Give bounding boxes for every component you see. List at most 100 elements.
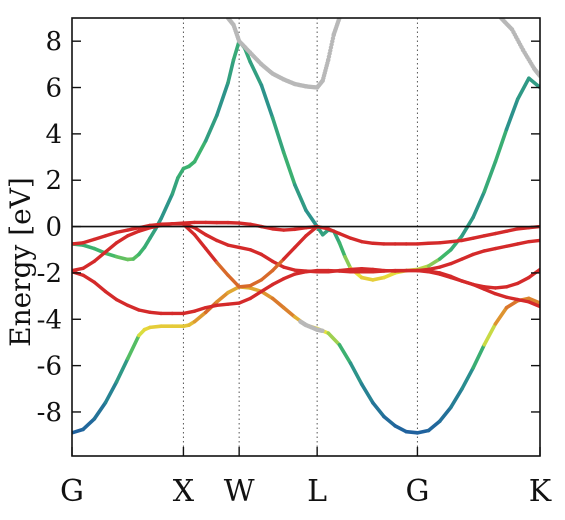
band-segment: [259, 268, 275, 282]
band-segment: [192, 310, 208, 324]
band-segment: [415, 428, 431, 435]
band-segment: [215, 81, 230, 118]
band-segment: [103, 241, 119, 254]
band-segment: [515, 76, 531, 101]
band-segment: [293, 183, 308, 213]
band-segment: [192, 305, 208, 313]
band-segment: [81, 417, 97, 432]
band-segment: [142, 236, 152, 250]
band-segment: [81, 237, 96, 245]
band-segment: [493, 127, 509, 164]
band-segment: [293, 234, 308, 250]
band-segment: [215, 238, 230, 247]
plot-frame: [71, 17, 541, 457]
band-segment: [460, 236, 475, 243]
y-axis-ticks: 8 6 4 2 0 -2 -4 -6 -8: [37, 27, 540, 428]
band-segment: [137, 308, 152, 315]
band-segment: [482, 285, 498, 290]
band-segment: [259, 289, 275, 301]
band-segment: [226, 273, 241, 289]
band-segment: [527, 238, 540, 244]
band-segment: [204, 232, 219, 243]
axes-frame: [71, 17, 541, 457]
k-point-gridlines: [182, 18, 418, 456]
band-segment: [449, 257, 464, 266]
band-segment: [527, 296, 540, 305]
band-s-band-0: [72, 285, 540, 435]
y-tick-label: -6: [37, 352, 62, 382]
band-d-band-5: [181, 222, 319, 289]
band-segment: [81, 273, 96, 284]
band-segment: [360, 267, 375, 272]
band-segment: [293, 270, 308, 276]
band-segment: [126, 303, 141, 312]
band-segment: [215, 302, 230, 308]
band-d-band-2: [72, 220, 540, 273]
band-segment: [471, 342, 487, 370]
band-segment: [449, 386, 464, 410]
band-segment: [103, 380, 119, 405]
y-tick-label: -8: [37, 398, 62, 428]
band-segment: [348, 236, 364, 244]
band-segment: [504, 295, 520, 302]
band-segment: [438, 261, 453, 269]
band-segment: [516, 275, 531, 286]
band-segment: [504, 97, 520, 132]
band-upper-7: [225, 18, 342, 90]
band-segment: [438, 272, 453, 280]
band-segment: [382, 271, 397, 280]
band-segment: [176, 166, 186, 180]
band-segment: [72, 241, 85, 246]
y-tick-label: -4: [37, 305, 62, 335]
band-segment: [159, 192, 175, 221]
y-tick-label: 8: [45, 27, 62, 57]
band-segment: [92, 250, 108, 264]
y-tick-label: 0: [45, 213, 62, 243]
band-segment: [72, 266, 85, 273]
band-segment: [114, 254, 130, 262]
band-segment: [426, 257, 442, 268]
band-segment: [371, 269, 386, 274]
band-segment: [437, 405, 453, 424]
band-segment: [148, 324, 163, 330]
band-segment: [281, 150, 297, 187]
band-segment: [337, 231, 353, 240]
band-segment: [460, 252, 475, 261]
band-segment: [181, 309, 197, 316]
band-segment: [148, 222, 163, 228]
band-segment: [103, 230, 119, 238]
band-segment: [493, 305, 509, 326]
band-curves: [72, 18, 540, 435]
band-segment: [449, 238, 464, 244]
band-segment: [170, 176, 180, 196]
band-upper-9: [298, 319, 325, 334]
band-segment: [270, 277, 286, 287]
band-segment: [326, 227, 342, 236]
band-segment: [471, 249, 486, 257]
band-d-band-6: [415, 268, 540, 309]
band-segment: [237, 221, 252, 226]
band-segment: [359, 275, 375, 282]
band-segment: [304, 224, 319, 238]
band-segment: [504, 227, 520, 233]
band-segment: [337, 240, 347, 259]
band-segment: [426, 419, 442, 433]
y-tick-label: 6: [45, 74, 62, 104]
band-segment: [192, 139, 208, 164]
x-tick-label-G: G: [60, 474, 84, 509]
band-segment: [449, 275, 464, 283]
band-segment: [92, 400, 108, 421]
band-segment: [282, 272, 297, 281]
band-segment: [449, 234, 464, 252]
band-segment: [92, 280, 108, 294]
x-tick-label-W: W: [224, 474, 255, 509]
band-segment: [482, 322, 498, 347]
band-segment: [270, 115, 286, 155]
x-tick-label-G: G: [405, 474, 429, 509]
band-segment: [516, 239, 531, 246]
band-segment: [203, 113, 219, 143]
band-segment: [248, 289, 264, 301]
band-segment: [259, 282, 275, 294]
band-segment: [415, 241, 431, 246]
